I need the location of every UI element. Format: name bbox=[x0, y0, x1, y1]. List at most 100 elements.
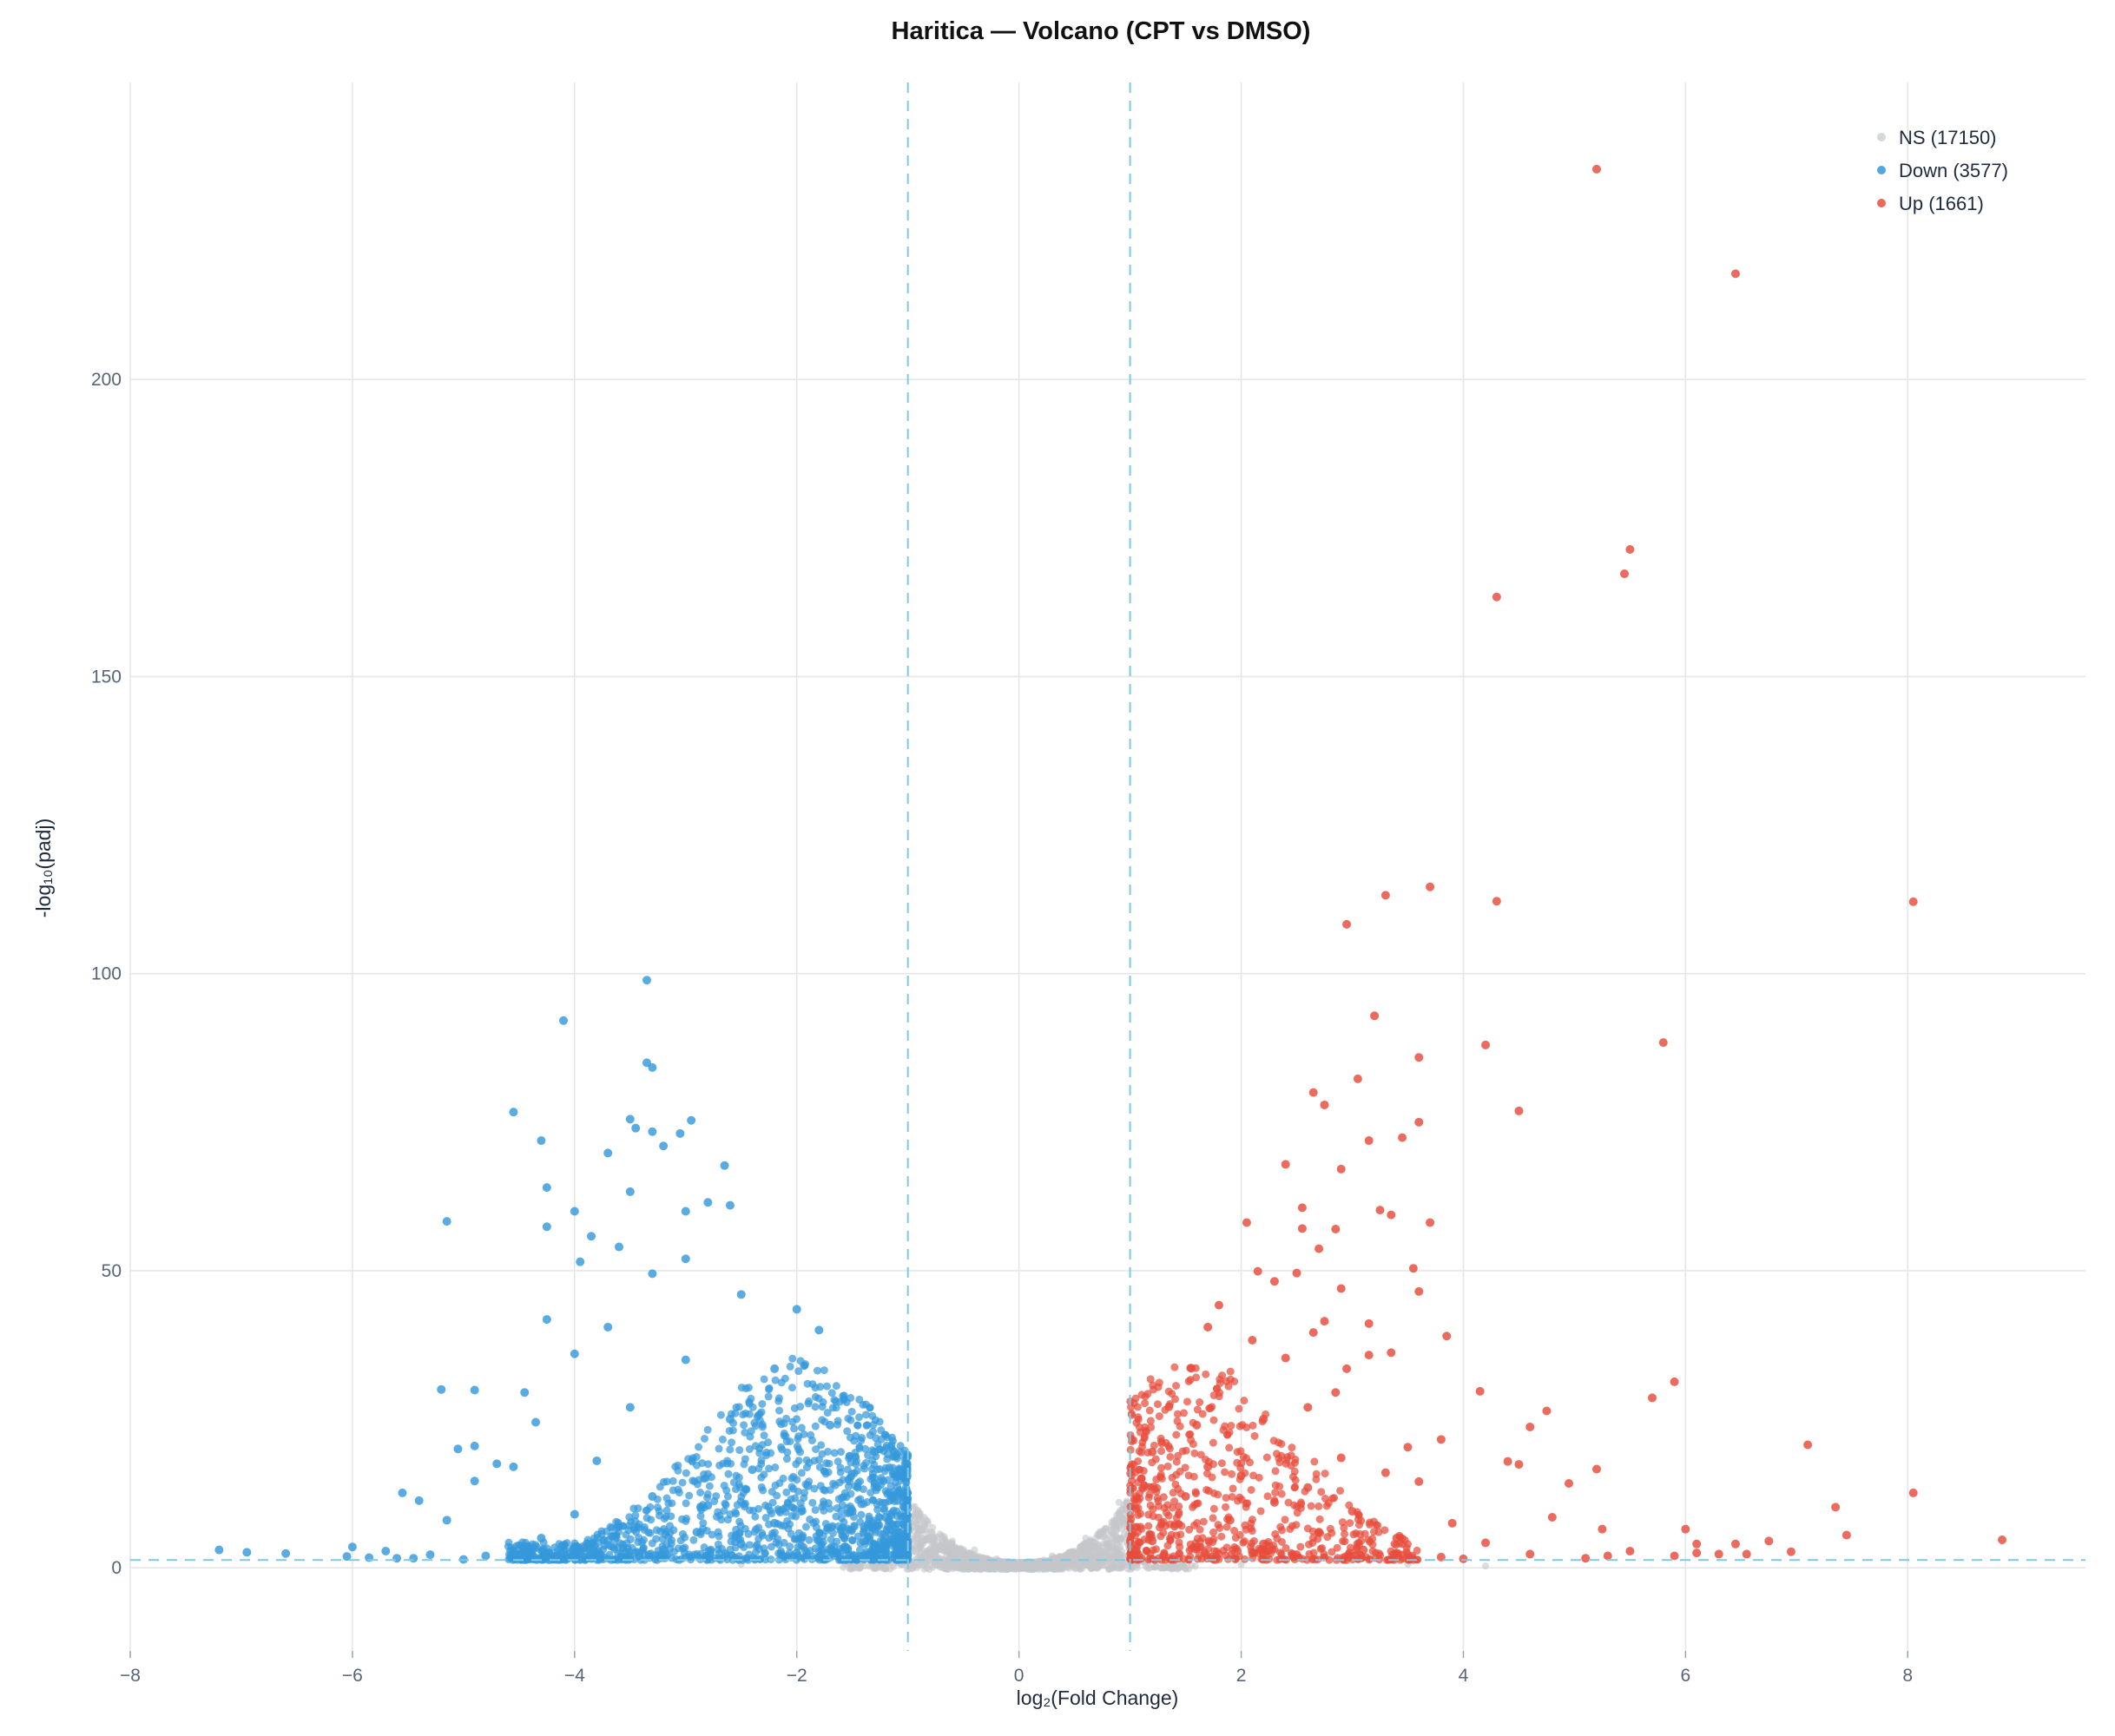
down-point bbox=[770, 1364, 780, 1373]
up-point bbox=[1214, 1490, 1222, 1499]
down-point bbox=[839, 1531, 847, 1540]
down-point bbox=[870, 1542, 880, 1552]
down-point bbox=[689, 1476, 697, 1485]
up-point bbox=[1312, 1470, 1321, 1478]
up-point bbox=[1189, 1472, 1198, 1481]
up-point bbox=[1159, 1493, 1168, 1502]
up-point bbox=[1625, 544, 1635, 554]
down-point bbox=[660, 1525, 669, 1534]
up-point bbox=[1292, 1521, 1301, 1529]
down-point bbox=[656, 1511, 664, 1520]
up-point bbox=[1459, 1554, 1468, 1563]
x-tick-label: 0 bbox=[1014, 1666, 1025, 1686]
up-point bbox=[1525, 1422, 1535, 1431]
down-point bbox=[625, 1403, 635, 1412]
legend-label-up: Up (1661) bbox=[1899, 193, 1984, 214]
down-point bbox=[847, 1507, 857, 1516]
up-point bbox=[1222, 1494, 1230, 1503]
down-point bbox=[850, 1437, 859, 1445]
ns-point bbox=[1482, 1562, 1490, 1570]
up-point bbox=[1172, 1381, 1181, 1390]
down-point bbox=[816, 1482, 825, 1490]
up-point bbox=[1333, 1543, 1341, 1552]
up-point bbox=[1149, 1555, 1157, 1563]
down-point bbox=[545, 1548, 554, 1556]
ns-point bbox=[1191, 1562, 1199, 1570]
down-point bbox=[853, 1483, 862, 1492]
up-point bbox=[1297, 1224, 1307, 1233]
down-point bbox=[833, 1420, 841, 1429]
down-point bbox=[869, 1421, 878, 1430]
down-point bbox=[787, 1511, 796, 1520]
up-point bbox=[1202, 1485, 1211, 1494]
down-point bbox=[836, 1448, 845, 1457]
up-point bbox=[1196, 1525, 1204, 1534]
up-point bbox=[1681, 1524, 1690, 1534]
down-point bbox=[801, 1522, 810, 1531]
down-point bbox=[613, 1555, 622, 1564]
ns-point bbox=[1015, 1559, 1023, 1567]
up-point bbox=[1180, 1409, 1189, 1417]
up-point bbox=[1225, 1428, 1234, 1437]
up-point bbox=[1144, 1493, 1153, 1502]
down-point bbox=[861, 1410, 870, 1419]
significant-points bbox=[214, 164, 2007, 1564]
down-point bbox=[696, 1503, 705, 1511]
down-point bbox=[847, 1407, 856, 1416]
down-point bbox=[635, 1523, 643, 1532]
up-point bbox=[1316, 1544, 1325, 1553]
up-point bbox=[1154, 1383, 1163, 1391]
up-point bbox=[1157, 1463, 1166, 1472]
up-point bbox=[1658, 1038, 1668, 1048]
down-point bbox=[708, 1530, 716, 1539]
down-point bbox=[832, 1549, 840, 1557]
down-point bbox=[758, 1420, 767, 1429]
ns-point bbox=[993, 1555, 1001, 1562]
up-point bbox=[1225, 1443, 1234, 1452]
down-point bbox=[425, 1550, 435, 1560]
down-point bbox=[775, 1479, 784, 1488]
down-point bbox=[888, 1437, 897, 1445]
down-point bbox=[752, 1542, 761, 1551]
down-point bbox=[856, 1495, 865, 1503]
down-point bbox=[648, 1127, 657, 1136]
down-point bbox=[705, 1482, 714, 1490]
up-point bbox=[1730, 1539, 1740, 1549]
down-point bbox=[827, 1389, 836, 1397]
up-point bbox=[1141, 1399, 1150, 1408]
up-point bbox=[1414, 1117, 1424, 1127]
ns-point bbox=[943, 1544, 951, 1552]
up-point bbox=[1259, 1415, 1268, 1424]
down-point bbox=[880, 1541, 889, 1549]
up-point bbox=[1547, 1512, 1557, 1522]
down-point bbox=[771, 1376, 780, 1384]
down-point bbox=[569, 1545, 577, 1554]
down-point bbox=[685, 1491, 694, 1500]
down-point bbox=[570, 1207, 579, 1216]
legend-label-down: Down (3577) bbox=[1899, 160, 2008, 181]
up-point bbox=[1168, 1473, 1176, 1482]
down-point bbox=[868, 1456, 877, 1464]
up-point bbox=[1309, 1549, 1318, 1557]
down-point bbox=[688, 1553, 696, 1562]
down-point bbox=[764, 1392, 773, 1401]
down-point bbox=[758, 1399, 767, 1408]
down-point bbox=[821, 1470, 830, 1478]
down-point bbox=[796, 1499, 805, 1508]
down-point bbox=[852, 1460, 860, 1469]
up-point bbox=[1269, 1437, 1278, 1445]
down-point bbox=[863, 1498, 872, 1507]
up-point bbox=[1170, 1497, 1179, 1506]
down-point bbox=[799, 1531, 807, 1540]
down-point bbox=[798, 1507, 807, 1516]
up-point bbox=[1326, 1524, 1334, 1533]
up-point bbox=[1291, 1476, 1300, 1484]
ns-point bbox=[911, 1503, 919, 1510]
down-point bbox=[570, 1509, 579, 1519]
down-point bbox=[840, 1518, 848, 1527]
down-point bbox=[865, 1512, 873, 1521]
down-point bbox=[788, 1417, 797, 1426]
down-point bbox=[814, 1456, 823, 1464]
up-point bbox=[1169, 1489, 1177, 1497]
down-point bbox=[895, 1489, 904, 1497]
